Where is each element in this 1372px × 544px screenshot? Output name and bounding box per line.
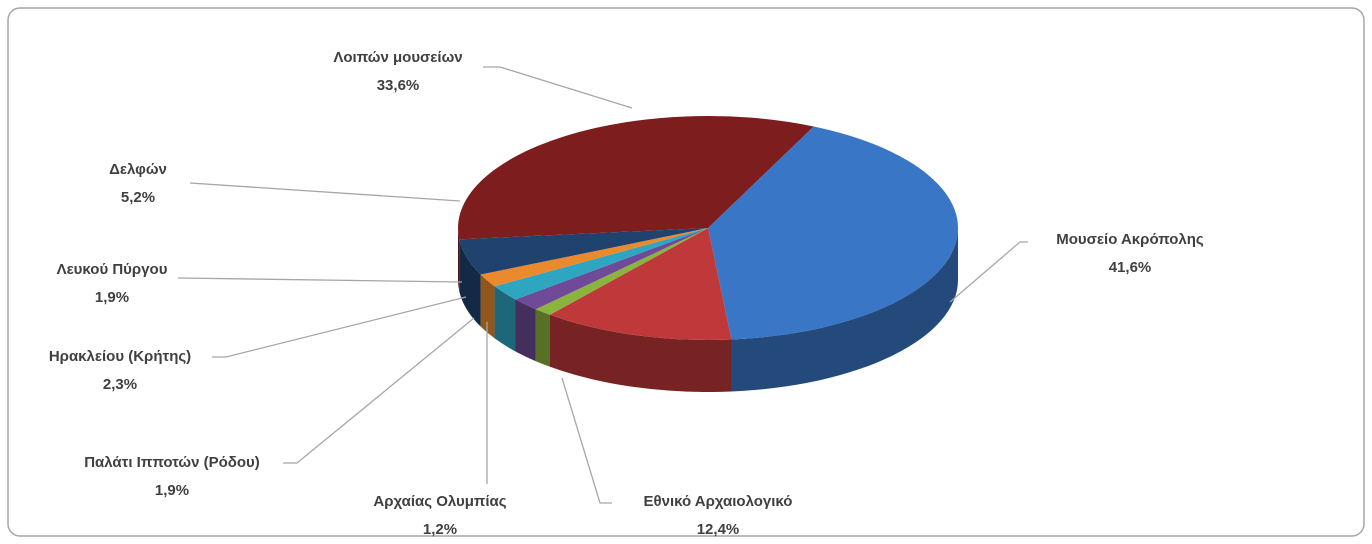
slice-label: Δελφών bbox=[109, 161, 167, 178]
pie-slice bbox=[458, 115, 814, 240]
leader-line bbox=[561, 377, 612, 504]
slice-label: Εθνικό Αρχαιολογικό bbox=[644, 493, 793, 510]
pie-slice-side bbox=[458, 228, 460, 292]
slice-value-label: 5,2% bbox=[121, 189, 155, 206]
slice-value-label: 12,4% bbox=[697, 521, 740, 538]
slice-value-label: 1,9% bbox=[155, 482, 189, 499]
slice-label: Λοιπών μουσείων bbox=[333, 49, 462, 66]
leader-line bbox=[212, 296, 467, 358]
pie-slice-side bbox=[549, 314, 732, 392]
pie-slice bbox=[549, 228, 732, 340]
pie-slice bbox=[535, 228, 708, 315]
leader-line bbox=[949, 241, 1028, 303]
slice-label: Αρχαίας Ολυμπίας bbox=[373, 493, 506, 510]
slice-value-label: 1,9% bbox=[95, 289, 129, 306]
pie-slice-side bbox=[731, 228, 958, 392]
slice-value-label: 1,2% bbox=[423, 521, 457, 538]
slice-label: Μουσείο Ακρόπολης bbox=[1056, 231, 1204, 248]
leader-line bbox=[189, 182, 461, 202]
pie-sides bbox=[458, 228, 958, 392]
pie-labels: Μουσείο Ακρόπολης 41,6% Εθνικό Αρχαιολογικ… bbox=[49, 49, 1204, 538]
pie-slice bbox=[459, 228, 708, 275]
pie-slice bbox=[515, 228, 708, 310]
pie-slice-side bbox=[535, 309, 550, 367]
pie-slice bbox=[708, 126, 959, 340]
slice-value-label: 41,6% bbox=[1109, 259, 1152, 276]
slice-label: Λευκού Πύργου bbox=[57, 261, 168, 278]
slice-value-label: 2,3% bbox=[103, 376, 137, 393]
pie-slice-side bbox=[459, 239, 481, 327]
pie-slice bbox=[480, 228, 708, 287]
pie-slice-side bbox=[480, 274, 495, 339]
leader-line bbox=[283, 317, 475, 464]
pie-slice-side bbox=[494, 286, 516, 352]
pie-slice bbox=[494, 228, 708, 300]
leader-line bbox=[483, 66, 633, 109]
slice-value-label: 33,6% bbox=[377, 77, 420, 94]
pie-tops bbox=[458, 115, 959, 340]
slice-label: Παλάτι Ιπποτών (Ρόδου) bbox=[84, 454, 260, 471]
pie-slice-side bbox=[515, 299, 536, 362]
leader-line bbox=[177, 277, 463, 283]
slice-label: Ηρακλείου (Κρήτης) bbox=[49, 348, 191, 365]
